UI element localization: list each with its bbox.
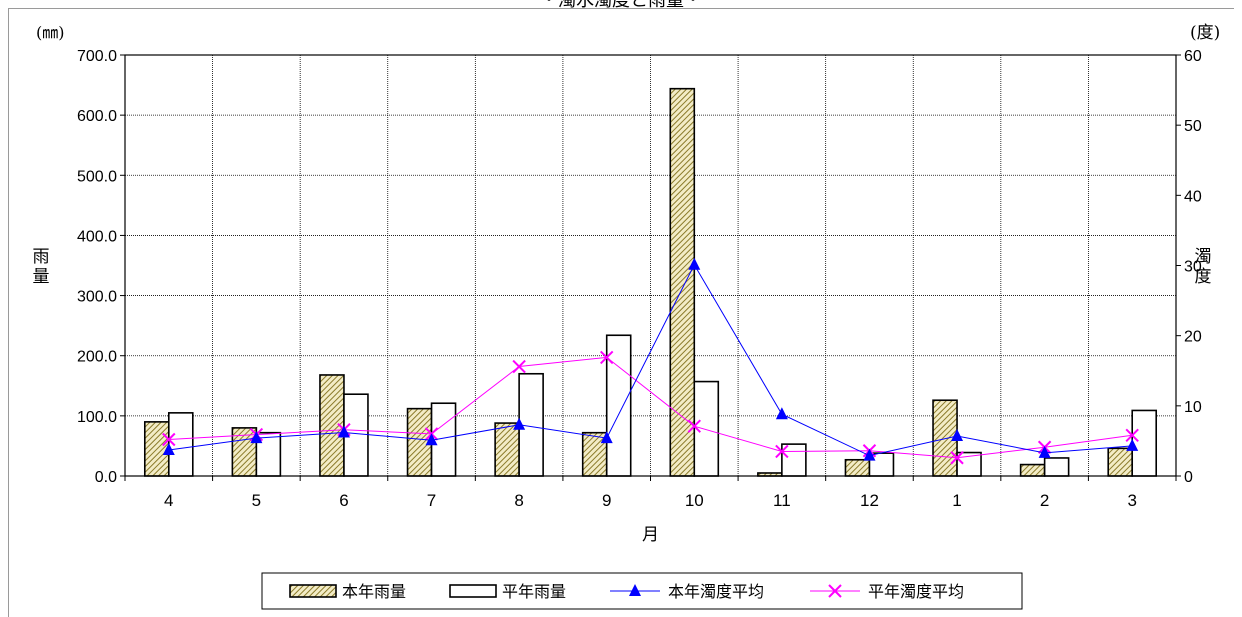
bar-current-year-rain [494, 422, 520, 477]
left-tick-label: 600.0 [77, 108, 117, 125]
normal-turbidity-point [950, 451, 964, 465]
x-tick-label: 7 [427, 491, 436, 510]
x-tick-label: 9 [602, 491, 611, 510]
axes: 0.0 100.0 200.0 300.0 400.0 500.0 600.0 700.0 0 1… [33, 23, 1221, 545]
current-turbidity-line [168, 263, 1133, 457]
current-turbidity-point [688, 257, 701, 270]
right-tick-label: 10 [1184, 399, 1202, 416]
current-turbidity-point [337, 425, 350, 438]
left-unit-label: (㎜) [36, 23, 65, 42]
normal-turbidity-line [168, 356, 1133, 459]
normal-turbidity-point [687, 419, 701, 433]
bar-current-year-rain [143, 421, 170, 477]
current-turbidity-point [600, 431, 613, 444]
x-tick-label: 3 [1127, 491, 1136, 510]
bar-normal-year-rain [167, 412, 194, 477]
chart-frame [8, 8, 1234, 617]
right-tick-label: 50 [1184, 118, 1202, 135]
legend-x-marker [828, 584, 842, 598]
bars [143, 87, 1158, 477]
normal-turbidity-point [512, 359, 526, 374]
grid [125, 54, 1176, 476]
x-tick-label: 6 [339, 491, 348, 510]
x-tick-label: 10 [685, 491, 704, 510]
right-axis-title-char: 濁 [1195, 247, 1212, 267]
left-tick-label: 100.0 [77, 409, 117, 426]
normal-turbidity-point [775, 444, 789, 459]
right-tick-label: 30 [1184, 259, 1202, 276]
legend: 本年雨量 平年雨量 本年濁度平均 平年濁度平均 [261, 572, 1023, 610]
legend-label: 平年濁度平均 [868, 582, 964, 601]
right-tick-label: 40 [1184, 188, 1202, 205]
right-tick-label: 60 [1184, 48, 1202, 65]
normal-turbidity-point [162, 432, 176, 447]
legend-label: 本年濁度平均 [668, 582, 764, 601]
right-axis-title-char: 度 [1195, 267, 1212, 287]
bar-current-year-rain [1019, 463, 1046, 477]
current-turbidity-point [162, 443, 175, 456]
bar-normal-year-rain [1131, 409, 1158, 477]
left-axis-title-char: 雨 [33, 247, 50, 267]
x-tick-label: 1 [952, 491, 961, 510]
lines [162, 257, 1139, 465]
legend-label: 平年雨量 [502, 582, 566, 601]
legend-label: 本年雨量 [342, 582, 406, 601]
left-tick-label: 500.0 [77, 168, 117, 185]
x-tick-label: 2 [1040, 491, 1049, 510]
legend-swatch-current-rain [289, 584, 337, 598]
left-tick-label: 300.0 [77, 289, 117, 306]
left-tick-label: 0.0 [95, 469, 117, 486]
left-axis-title-char: 量 [33, 267, 50, 287]
right-tick-label: 20 [1184, 329, 1202, 346]
x-axis-title: 月 [642, 525, 659, 545]
x-tick-label: 12 [860, 491, 879, 510]
current-turbidity-point [513, 417, 526, 430]
bar-current-year-rain [1107, 447, 1134, 477]
bar-normal-year-rain [781, 443, 807, 477]
x-tick-label: 5 [252, 491, 261, 510]
left-tick-label: 700.0 [77, 48, 117, 65]
left-tick-label: 400.0 [77, 228, 117, 245]
current-turbidity-point [1038, 445, 1051, 458]
normal-turbidity-point [600, 350, 614, 365]
current-turbidity-point [951, 429, 964, 442]
current-turbidity-point [250, 431, 263, 444]
legend-swatch-normal-rain [449, 584, 497, 598]
current-turbidity-point [775, 407, 788, 420]
x-tick-label: 4 [164, 491, 173, 510]
legend-triangle-marker [629, 584, 641, 596]
right-unit-label: (度) [1190, 23, 1220, 43]
chart-title: ・濁水濁度と雨量・ [540, 0, 702, 11]
current-turbidity-point [863, 448, 876, 461]
bar-current-year-rain [669, 87, 696, 477]
bar-normal-year-rain [1043, 457, 1070, 477]
current-turbidity-point [1126, 438, 1139, 451]
right-tick-label: 0 [1184, 469, 1193, 486]
bar-current-year-rain [844, 458, 871, 477]
bar-normal-year-rain [605, 334, 632, 477]
normal-turbidity-point [1125, 428, 1139, 443]
current-turbidity-point [425, 433, 438, 446]
x-tick-label: 11 [773, 491, 791, 510]
left-tick-label: 200.0 [77, 349, 117, 366]
x-tick-label: 8 [514, 491, 523, 510]
